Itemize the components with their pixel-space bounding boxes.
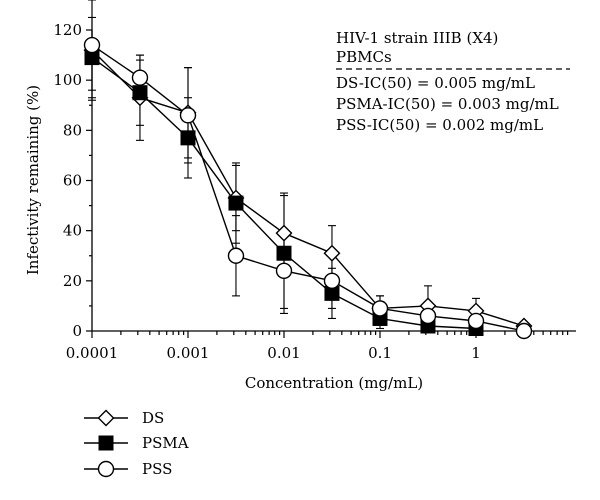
y-tick-label: 20	[63, 272, 82, 290]
x-tick-label: 0.001	[167, 344, 210, 362]
series-line	[91, 49, 525, 327]
legend-item-psma: PSMA	[84, 434, 189, 452]
data-point	[276, 245, 292, 261]
y-tick-label: 60	[63, 172, 82, 190]
x-tick-label: 0.01	[267, 344, 300, 362]
x-tick-label: 0.0001	[66, 344, 119, 362]
x-tick-label: 1	[471, 344, 481, 362]
ticks: 0 20 40 60 80 100 120 0.0001 0.001 0.01 0.1 1	[53, 21, 569, 362]
y-tick-label: 0	[72, 322, 82, 340]
data-point	[275, 262, 293, 279]
data-point	[227, 247, 245, 264]
data-point	[131, 69, 149, 86]
annotation-cells: PBMCs	[336, 48, 392, 66]
annotation-box: HIV-1 strain IIIB (X4) PBMCs DS-IC(50) =…	[336, 29, 570, 134]
annotation-ic50-psma: PSMA-IC(50) = 0.003 mg/mL	[336, 95, 559, 113]
series-markers-pss	[83, 36, 533, 340]
data-point	[228, 195, 244, 211]
annotation-ic50-ds: DS-IC(50) = 0.005 mg/mL	[336, 74, 535, 92]
series-layer	[83, 0, 533, 340]
legend-label: PSS	[142, 460, 172, 478]
x-axis-label: Concentration (mg/mL)	[245, 374, 423, 392]
data-point	[275, 224, 293, 242]
series-pss	[88, 0, 525, 332]
y-tick-label: 120	[53, 21, 82, 39]
data-point	[132, 85, 148, 101]
data-point	[179, 107, 197, 124]
annotation-ic50-pss: PSS-IC(50) = 0.002 mg/mL	[336, 116, 543, 134]
x-tick-label: 0.1	[368, 344, 392, 362]
data-point	[83, 36, 101, 54]
legend-label: PSMA	[142, 434, 189, 452]
data-point	[323, 244, 341, 262]
legend-marker	[97, 409, 115, 427]
data-point	[371, 300, 389, 317]
y-tick-label: 100	[53, 71, 82, 89]
legend: DS PSMA PSS	[84, 409, 189, 478]
y-tick-label: 80	[63, 121, 82, 139]
data-point	[515, 322, 533, 340]
y-axis-label: Infectivity remaining (%)	[24, 85, 42, 275]
data-point	[467, 312, 485, 330]
series-ds	[88, 0, 525, 327]
data-point	[419, 307, 437, 325]
series-line	[91, 44, 525, 332]
legend-item-ds: DS	[84, 409, 164, 427]
legend-label: DS	[142, 409, 164, 427]
annotation-strain: HIV-1 strain IIIB (X4)	[336, 29, 498, 47]
series-psma	[88, 16, 477, 330]
data-point	[323, 272, 341, 290]
y-tick-label: 40	[63, 222, 82, 240]
legend-item-pss: PSS	[84, 460, 172, 478]
data-point	[180, 130, 196, 146]
legend-marker	[98, 435, 114, 451]
legend-marker	[97, 460, 115, 478]
